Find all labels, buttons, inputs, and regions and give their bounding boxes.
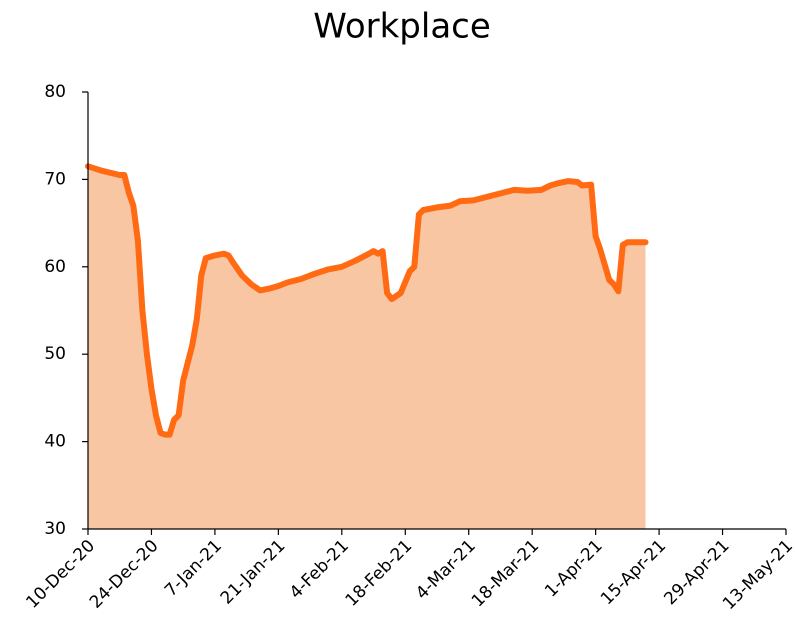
line xyxy=(85,163,649,438)
y-tick-label: 80 xyxy=(44,82,66,102)
y-tick-label: 70 xyxy=(44,169,66,189)
area xyxy=(88,166,646,530)
x-tick-label: 18-Mar-21 xyxy=(468,536,543,611)
x-tick-label: 4-Feb-21 xyxy=(286,536,353,603)
x-tick-label: 18-Feb-21 xyxy=(342,536,417,611)
y-tick-label: 60 xyxy=(44,257,66,277)
x-tick-label: 21-Jan-21 xyxy=(217,536,290,609)
y-tick-label: 30 xyxy=(44,519,66,539)
x-tick-label: 15-Apr-21 xyxy=(597,536,670,609)
x-tick-label: 4-Mar-21 xyxy=(412,536,480,604)
y-tick-label: 50 xyxy=(44,344,66,364)
x-tick-label: 1-Apr-21 xyxy=(541,536,607,602)
chart-title: Workplace xyxy=(313,7,491,47)
y-tick-label: 40 xyxy=(44,432,66,452)
x-tick-label: 24-Dec-20 xyxy=(86,536,163,613)
x-tick-label: 7-Jan-21 xyxy=(161,536,226,601)
